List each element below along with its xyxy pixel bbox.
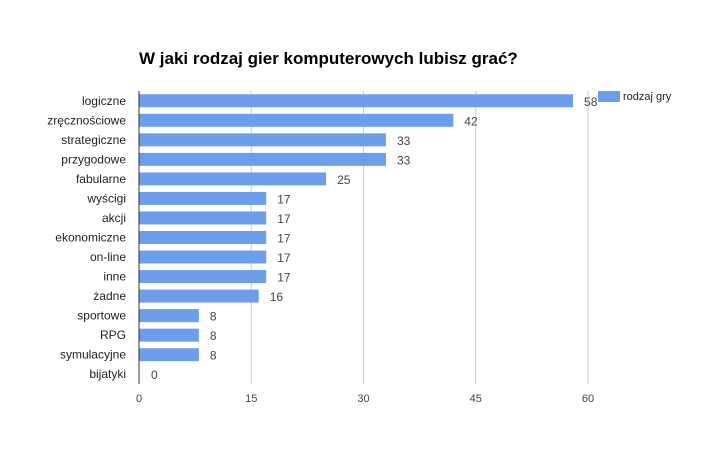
bar [139, 211, 267, 225]
category-label: RPG [100, 328, 126, 342]
data-label: 16 [270, 290, 284, 304]
bar [139, 94, 574, 108]
bar [139, 172, 327, 186]
legend-label: rodzaj gry [623, 91, 672, 103]
bar [139, 133, 386, 147]
bar [139, 113, 454, 127]
bars: 58 42 33 33 25 17 17 17 17 17 16 8 8 8 0 [139, 94, 598, 382]
data-label: 17 [277, 212, 291, 226]
x-tick-label: 30 [357, 393, 369, 405]
data-label: 8 [210, 310, 217, 324]
category-label: sportowe [77, 309, 126, 323]
x-tick-label: 60 [582, 393, 594, 405]
category-label: strategiczne [61, 133, 126, 147]
bar [139, 348, 199, 362]
category-label: zręcznościowe [47, 113, 126, 127]
data-label: 8 [210, 329, 217, 343]
bar [139, 250, 267, 264]
data-label: 33 [397, 134, 411, 148]
category-label: symulacyjne [60, 348, 126, 362]
x-tick-label: 0 [136, 393, 142, 405]
data-label: 17 [277, 271, 291, 285]
data-label: 17 [277, 232, 291, 246]
category-label: żadne [93, 289, 126, 303]
category-label: logiczne [82, 94, 126, 108]
data-label: 0 [151, 368, 158, 382]
bar [139, 191, 267, 205]
x-tick-label: 15 [245, 393, 257, 405]
axes: 0 15 30 45 60 logiczne zręcznościowe strategicz… [47, 91, 594, 405]
bar [139, 309, 199, 323]
data-label: 42 [464, 114, 478, 128]
chart-title: W jaki rodzaj gier komputerowych lubisz … [139, 49, 518, 68]
data-label: 8 [210, 349, 217, 363]
category-label: fabularne [76, 172, 126, 186]
category-label: wyścigi [86, 191, 126, 205]
data-label: 17 [277, 251, 291, 265]
category-label: inne [103, 270, 126, 284]
x-tick-label: 45 [470, 393, 482, 405]
bar [139, 328, 199, 342]
category-label: on-line [90, 250, 126, 264]
category-label: ekonomiczne [55, 231, 126, 245]
category-label: przygodowe [61, 152, 126, 166]
bar [139, 231, 267, 244]
data-label: 25 [337, 173, 351, 187]
legend: rodzaj gry [598, 91, 672, 103]
bar [139, 152, 386, 166]
bar [139, 270, 267, 284]
data-label: 58 [584, 95, 598, 109]
legend-swatch [598, 91, 620, 102]
category-label: bijatyki [89, 367, 126, 381]
category-label: akcji [102, 211, 126, 225]
bar [139, 289, 259, 303]
data-label: 33 [397, 153, 411, 167]
data-label: 17 [277, 192, 291, 206]
